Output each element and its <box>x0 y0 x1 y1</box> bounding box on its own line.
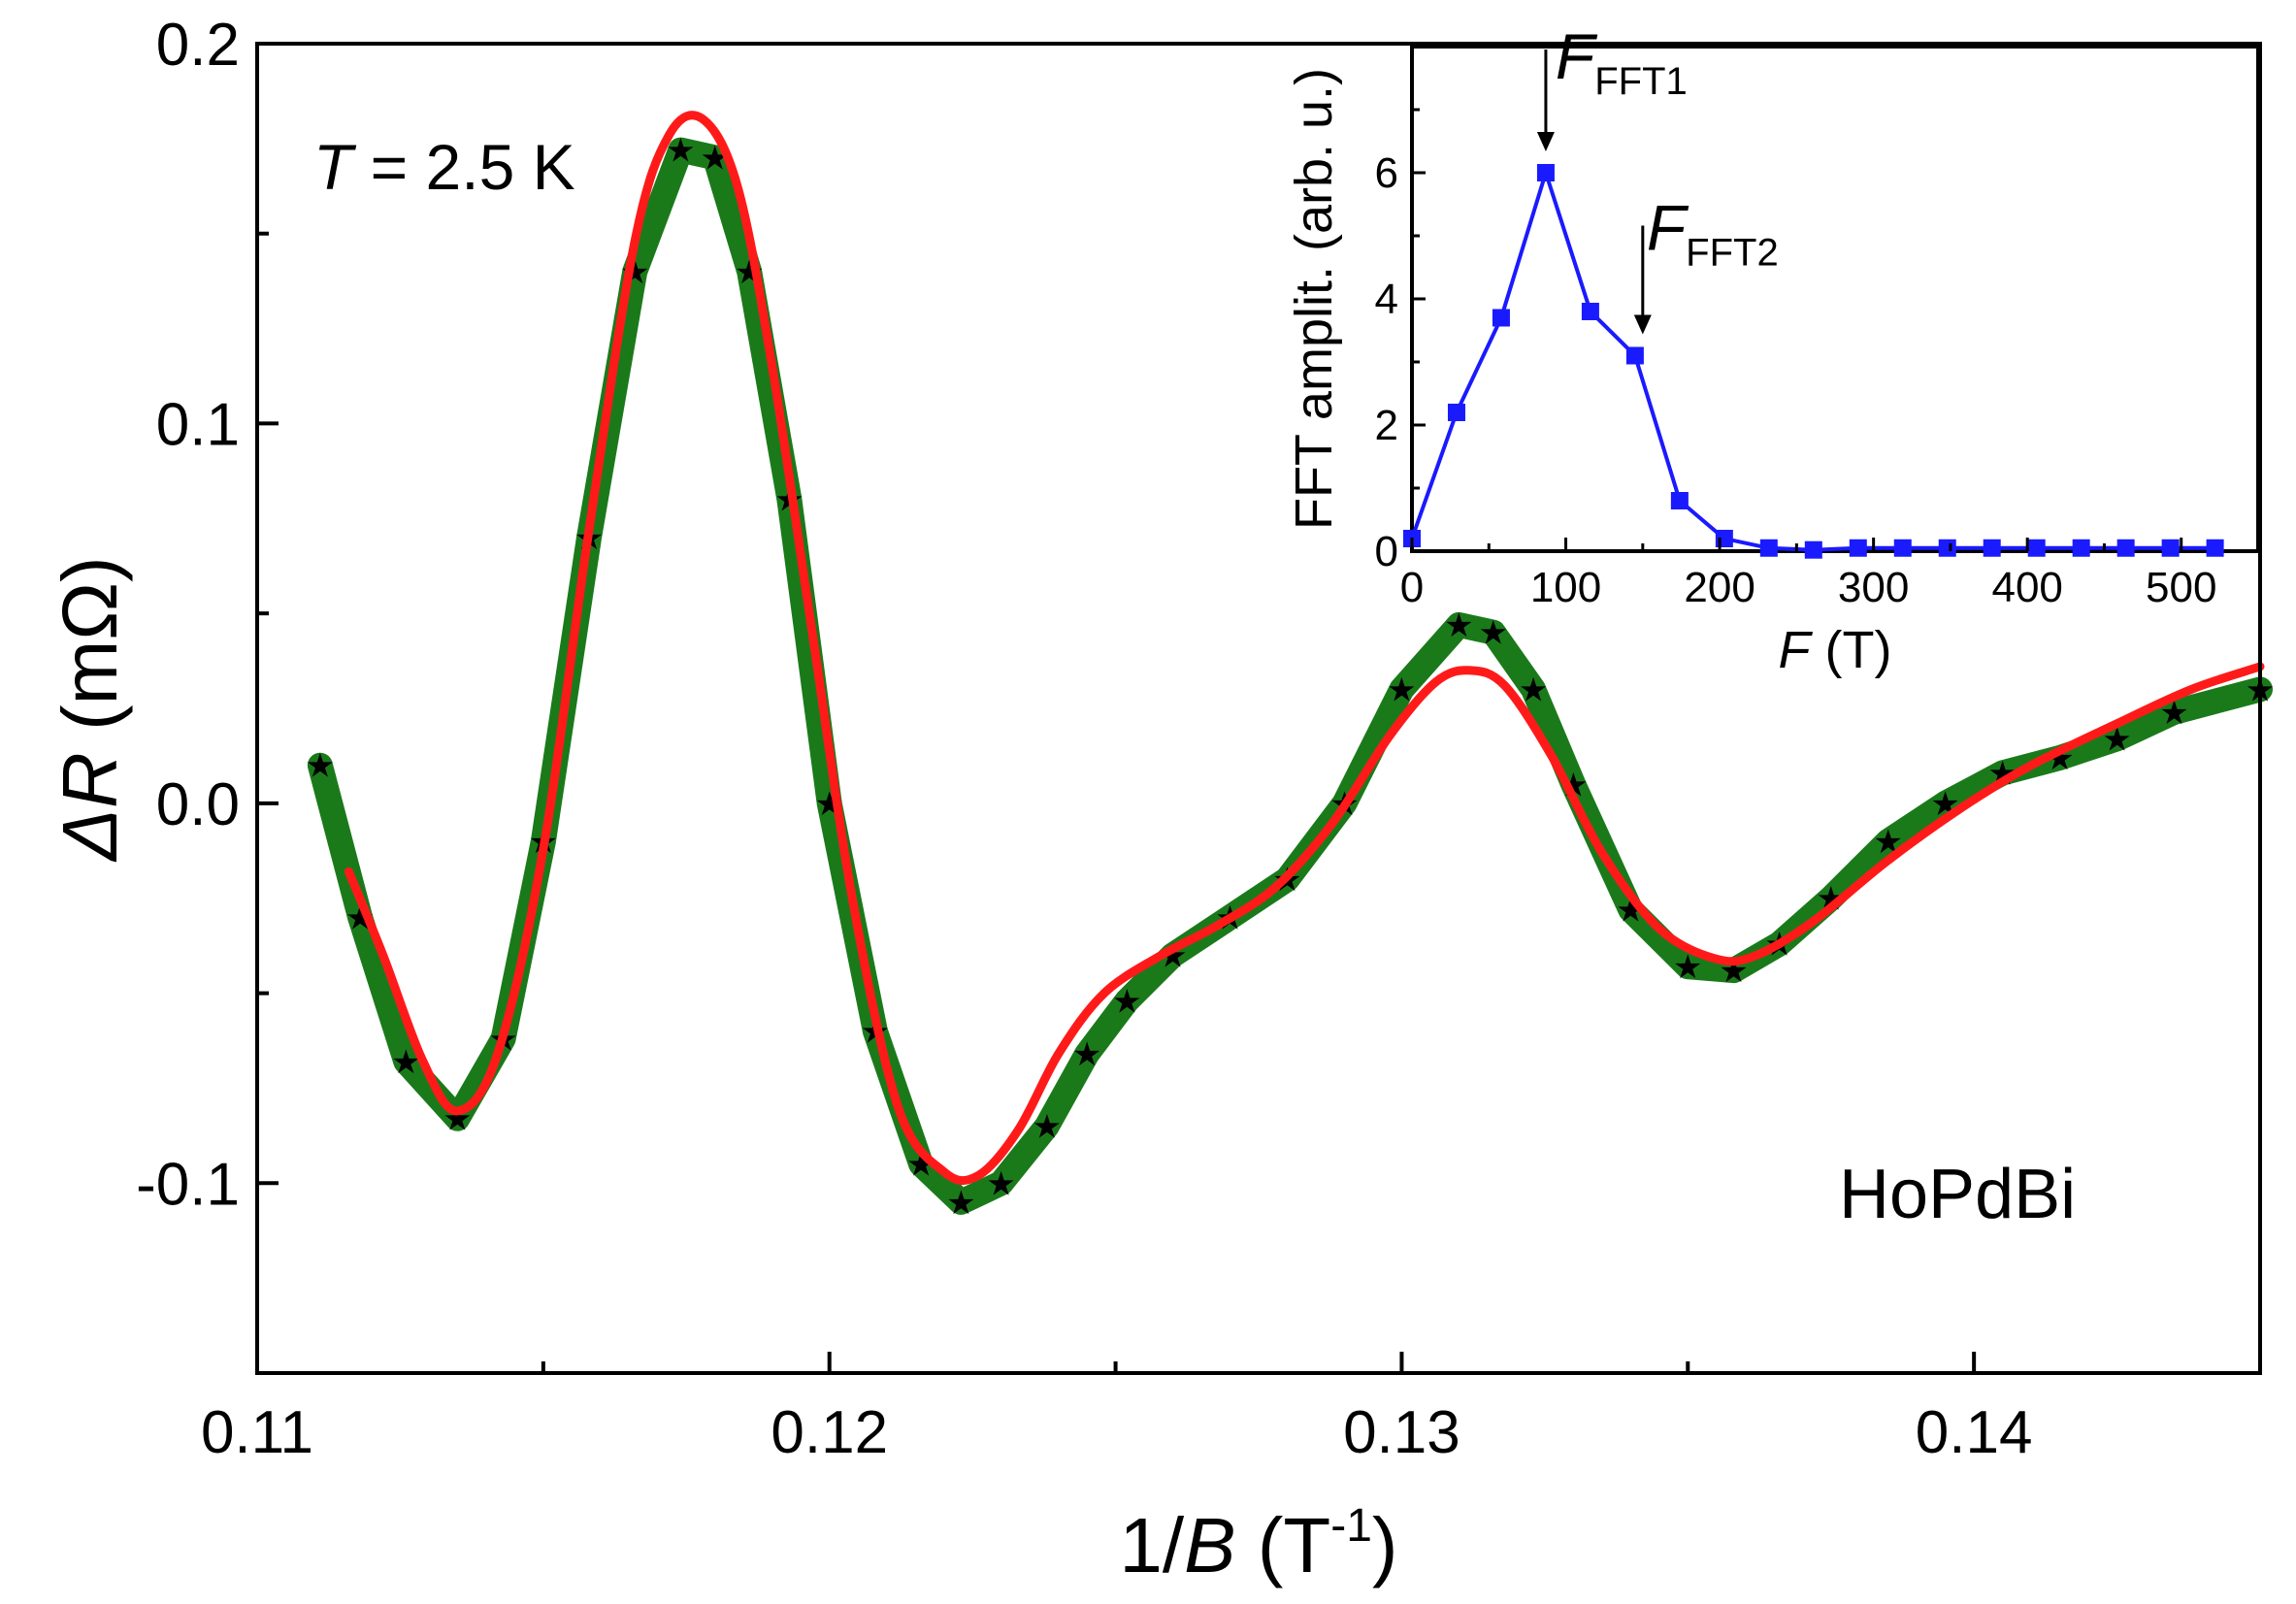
peak-label-sub: FFT2 <box>1686 232 1779 275</box>
experimental-data-point: ★ <box>306 748 335 785</box>
inset-x-tick-label: 200 <box>1684 564 1755 611</box>
temperature-var: T <box>313 131 357 203</box>
inset-ticks: 0 100 200 300 400 500 0 2 4 6 <box>1375 108 2216 611</box>
main-x-tick-label: 0.12 <box>771 1399 888 1466</box>
main-ticks: 0.11 0.12 0.13 0.14 0.2 0.1 0.0 -0.1 <box>136 12 2032 1466</box>
main-x-axis-unit: (T <box>1236 1502 1331 1588</box>
peak-arrow-head <box>1633 314 1652 335</box>
experimental-data-point: ★ <box>1112 983 1141 1020</box>
inset-series-layer <box>1403 164 2224 559</box>
inset-y-tick-label: 4 <box>1375 276 1398 323</box>
fft-point <box>2206 539 2224 557</box>
sample-label: HoPdBi <box>1839 1156 2076 1233</box>
main-y-tick-label: 0.2 <box>156 12 240 79</box>
experimental-data-point: ★ <box>946 1185 975 1222</box>
main-x-axis-title: 1/B (T-1) <box>1119 1500 1397 1588</box>
peak-label-1: FFFT1 <box>1556 20 1688 103</box>
experimental-data-point: ★ <box>986 1165 1015 1202</box>
main-y-tick-label: -0.1 <box>136 1151 240 1218</box>
inset-y-tick-label: 0 <box>1375 528 1398 575</box>
peak-label-var: F <box>1647 192 1689 264</box>
main-y-axis-unit: (mΩ) <box>47 556 133 752</box>
experimental-data-point: ★ <box>1479 615 1508 652</box>
inset-x-axis-var: F <box>1779 621 1814 679</box>
fft-point <box>1759 539 1778 557</box>
fft-point <box>1804 540 1822 559</box>
fft-point <box>2116 539 2135 557</box>
inset-x-axis-unit: (T) <box>1811 621 1892 679</box>
fft-point <box>1849 539 1867 557</box>
inset-y-tick-label: 2 <box>1375 402 1398 449</box>
main-x-axis-prefix: 1/ <box>1119 1502 1184 1588</box>
inset-x-tick-label: 100 <box>1530 564 1601 611</box>
fit-curve <box>344 111 2265 1186</box>
main-plot: ★★★★★★★★★ ★★★★★★★★★★★★★★★★★ ★★★★★ ★★★★★★ ★★★… <box>47 12 2275 1588</box>
main-y-axis-title: ΔR (mΩ) <box>47 556 133 862</box>
experimental-data-point: ★ <box>1444 607 1473 644</box>
experimental-data-band <box>307 137 2273 1215</box>
main-series-layer: ★★★★★★★★★ ★★★★★★★★★★★★★★★★★ ★★★★★ ★★★★★★ ★★★… <box>306 111 2275 1222</box>
inset-x-tick-label: 0 <box>1400 564 1424 611</box>
inset-y-axis-title: FFT amplit. (arb. u.) <box>1285 68 1343 530</box>
main-y-tick-label: 0.0 <box>156 771 240 838</box>
fft-point <box>2027 539 2046 557</box>
main-plot-frame <box>255 42 2262 1375</box>
experimental-data-point: ★ <box>1072 1036 1101 1073</box>
inset-x-axis-title: F (T) <box>1779 621 1892 679</box>
fft-point <box>1447 404 1465 421</box>
main-x-axis-var: B <box>1184 1502 1235 1588</box>
peak-label-var: F <box>1556 20 1598 92</box>
fft-point <box>1670 492 1689 509</box>
peak-label-sub: FFT1 <box>1594 60 1688 103</box>
experimental-data-point: ★ <box>1033 1109 1062 1146</box>
main-y-axis-var: ΔR <box>47 752 133 862</box>
temperature-annotation: T = 2.5 K <box>313 131 575 203</box>
fft-point <box>1492 309 1510 327</box>
temperature-value: = 2.5 K <box>352 131 574 203</box>
main-x-axis-close: ) <box>1372 1502 1398 1588</box>
main-x-tick-label: 0.13 <box>1343 1399 1460 1466</box>
fft-point <box>1581 303 1599 320</box>
peak-arrow-head <box>1536 132 1555 151</box>
fft-point <box>1536 164 1555 181</box>
fft-point <box>1715 530 1733 547</box>
inset-x-tick-label: 300 <box>1838 564 1909 611</box>
inset-x-tick-label: 500 <box>2146 564 2216 611</box>
fft-point <box>2072 539 2090 557</box>
fft-point <box>1625 346 1644 365</box>
inset-background <box>1412 47 2258 551</box>
fft-point <box>1983 539 2001 557</box>
main-y-tick-label: 0.1 <box>156 391 240 458</box>
peak-label-2: FFFT2 <box>1647 192 1779 275</box>
main-x-tick-label: 0.14 <box>1916 1399 2033 1466</box>
fft-point <box>1893 539 1912 557</box>
main-x-tick-label: 0.11 <box>201 1399 313 1466</box>
fft-point <box>2161 539 2180 557</box>
fft-point <box>1938 539 1956 557</box>
inset-y-tick-label: 6 <box>1375 149 1398 197</box>
main-x-axis-exponent: -1 <box>1330 1500 1372 1552</box>
inset-x-tick-label: 400 <box>1991 564 2062 611</box>
